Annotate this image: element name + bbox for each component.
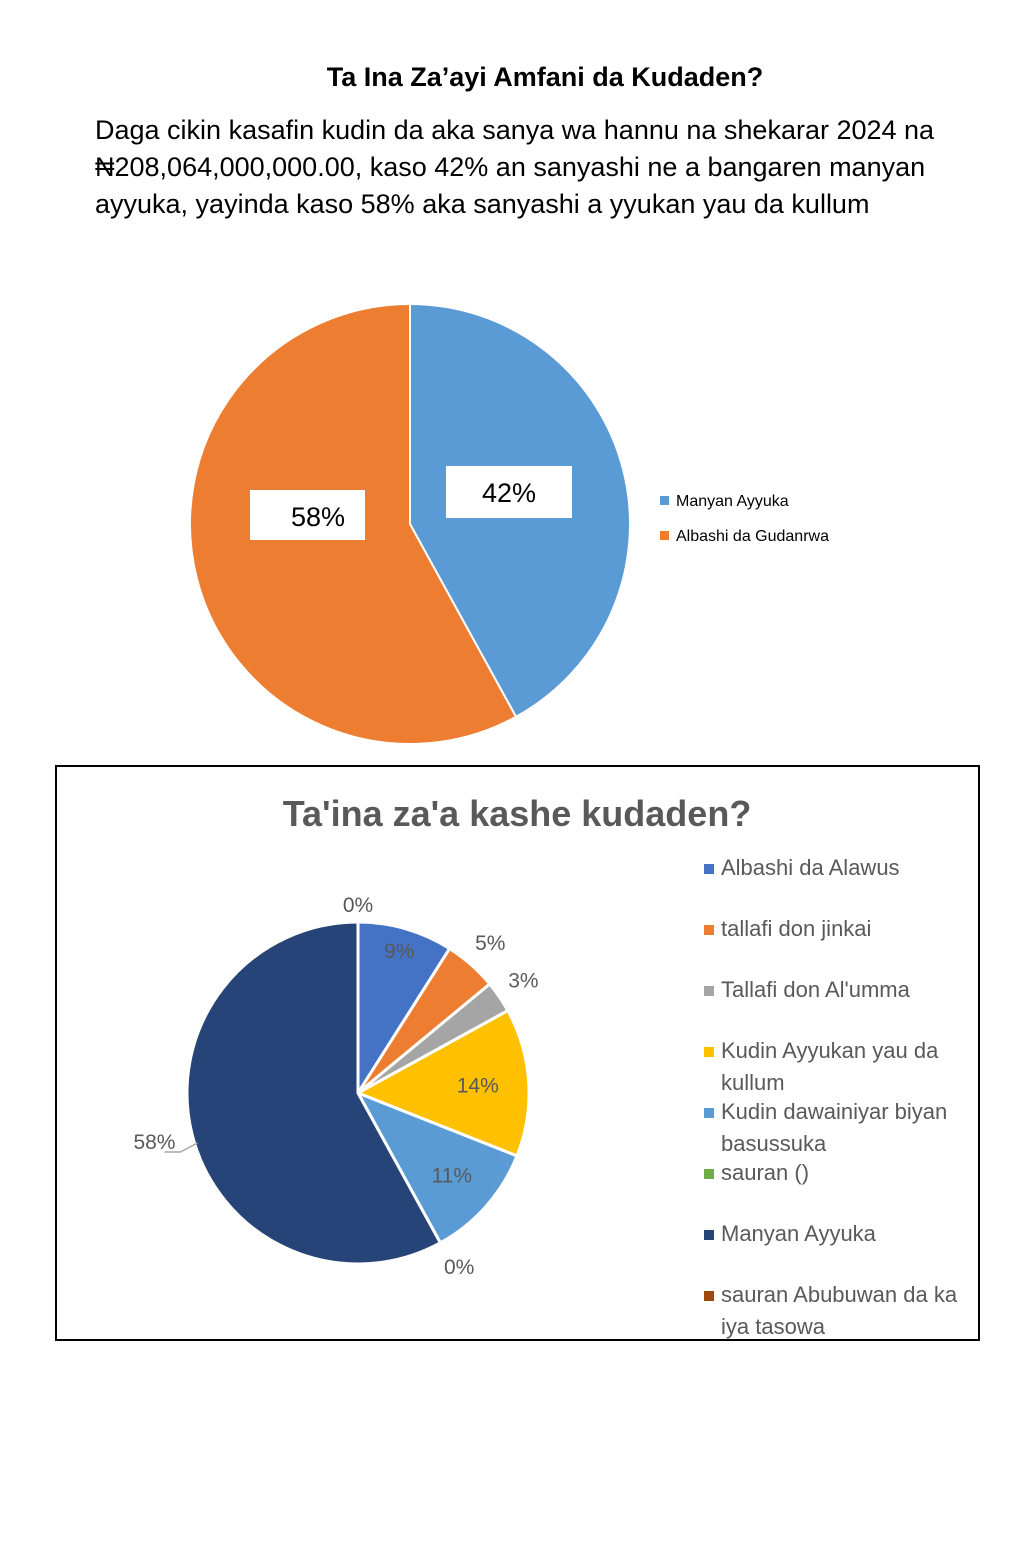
page-heading: Ta Ina Za’ayi Amfani da Kudaden? <box>326 62 764 92</box>
legend-item: Albashi da Alawus <box>704 852 964 884</box>
legend-item: tallafi don jinkai <box>704 913 964 945</box>
pie-slice-6 <box>185 920 443 1266</box>
data-label: 9% <box>384 940 414 963</box>
legend-swatch <box>704 986 714 996</box>
pie-slice-4 <box>354 1090 519 1245</box>
data-label: 11% <box>432 1165 472 1188</box>
data-label-box <box>446 466 572 518</box>
legend-label: sauran () <box>721 1160 810 1185</box>
legend-label: tallafi don jinkai <box>721 916 872 941</box>
data-label: 0% <box>343 894 373 917</box>
legend-swatch <box>704 1230 714 1240</box>
data-label: 58% <box>133 1131 175 1154</box>
data-label: 0% <box>444 1256 474 1279</box>
data-label: 42% <box>482 478 536 508</box>
legend-label: Tallafi don Al'umma <box>721 977 910 1002</box>
pie-slice-3 <box>354 1008 531 1158</box>
spending-breakdown-chart: 9% 5% 3% 14% 11% 0% 0% 58% Ta'ina za'a kashe ku… <box>55 765 980 1341</box>
legend-item: sauran Abubuwan da ka iya tasowa <box>704 1279 964 1343</box>
legend-item: sauran () <box>704 1157 964 1189</box>
legend-swatch <box>704 1169 714 1179</box>
pie-slice-0 <box>356 920 452 1099</box>
legend-label: sauran Abubuwan da ka iya tasowa <box>721 1282 958 1339</box>
chart-title: Ta'ina za'a kashe kudaden? <box>282 793 752 834</box>
legend-swatch <box>660 531 669 540</box>
legend-label: Manyan Ayyuka <box>721 1221 876 1246</box>
legend-item: Kudin Ayyukan yau da kullum <box>704 1035 964 1099</box>
legend-item: Manyan Ayyuka <box>704 1218 964 1250</box>
legend-swatch <box>704 925 714 935</box>
legend-item: Tallafi don Al'umma <box>704 974 964 1006</box>
intro-line-3: ayyuka, yayinda kaso 58% aka sanyashi a … <box>95 189 870 219</box>
intro-line-2: ₦208,064,000,000.00, kaso 42% an sanyash… <box>95 152 926 182</box>
legend-swatch <box>704 1291 714 1301</box>
intro-line-1: Daga cikin kasafin kudin da aka sanya wa… <box>95 115 935 145</box>
legend-swatch <box>704 1108 714 1118</box>
budget-split-pie-chart: 42% 58% Manyan Ayyuka Albashi da Gudanrwa <box>188 302 829 745</box>
legend-label: Manyan Ayyuka <box>676 493 789 510</box>
leader-line <box>164 1142 198 1153</box>
data-label: 58% <box>291 502 345 532</box>
legend-label: Kudin dawainiyar biyan basussuka <box>721 1099 948 1156</box>
data-label: 14% <box>457 1074 499 1097</box>
spending-breakdown-pie: 9% 5%3% 14% 11% 0% 0% 58% <box>133 894 538 1279</box>
legend-swatch <box>704 1047 714 1057</box>
legend-label: Albashi da Gudanrwa <box>676 528 829 545</box>
data-label: 3% <box>508 970 538 993</box>
legend-label: Albashi da Alawus <box>721 855 900 880</box>
intro-paragraph: Daga cikin kasafin kudin da aka sanya wa… <box>95 112 975 223</box>
data-label-box <box>250 490 365 540</box>
legend-swatch <box>704 864 714 874</box>
legend-item: Kudin dawainiyar biyan basussuka <box>704 1096 964 1160</box>
data-label: 5% <box>475 932 505 955</box>
legend-swatch <box>660 496 669 505</box>
legend-label: Kudin Ayyukan yau da kullum <box>721 1038 939 1095</box>
